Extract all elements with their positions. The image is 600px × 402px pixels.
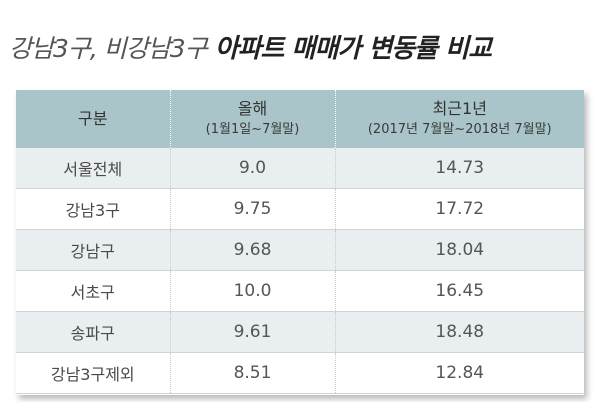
header-this-year-period: (1월1일~7월말) — [205, 122, 300, 137]
table-row: 서초구 10.0 16.45 — [16, 270, 584, 312]
row-recent-year-value: 18.04 — [335, 229, 584, 271]
row-label: 서울전체 — [16, 148, 171, 189]
table-row: 강남구 9.68 18.04 — [16, 229, 584, 271]
row-label: 강남구 — [16, 229, 171, 271]
header-category: 구분 — [16, 90, 171, 148]
row-recent-year-value: 14.73 — [335, 148, 584, 189]
page-title: 강남3구, 비강남3구 아파트 매매가 변동률 비교 — [9, 28, 492, 68]
header-recent-year-period: (2017년 7월말~2018년 7월말) — [367, 122, 552, 137]
row-this-year-value: 9.75 — [170, 188, 336, 230]
row-this-year-value: 10.0 — [170, 270, 336, 312]
header-recent-year-label: 최근1년 — [432, 99, 487, 118]
row-this-year-value: 9.0 — [170, 148, 336, 189]
table-header-row: 구분 올해 (1월1일~7월말) 최근1년 (2017년 7월말~2018년 7… — [16, 90, 584, 148]
table-row: 강남3구제외 8.51 12.84 — [16, 352, 584, 394]
row-recent-year-value: 18.48 — [335, 311, 584, 353]
table-row: 송파구 9.61 18.48 — [16, 311, 584, 353]
title-part-1: 강남3구, 비강남3구 — [9, 34, 208, 63]
row-recent-year-value: 16.45 — [335, 270, 584, 312]
table-row: 강남3구 9.75 17.72 — [16, 188, 584, 230]
row-label: 송파구 — [16, 311, 171, 353]
row-this-year-value: 9.61 — [170, 311, 336, 353]
row-recent-year-value: 17.72 — [335, 188, 584, 230]
comparison-table-container: 구분 올해 (1월1일~7월말) 최근1년 (2017년 7월말~2018년 7… — [16, 90, 584, 395]
row-label: 서초구 — [16, 270, 171, 312]
table-row: 서울전체 9.0 14.73 — [16, 148, 584, 189]
header-this-year: 올해 (1월1일~7월말) — [170, 90, 336, 148]
header-this-year-label: 올해 — [237, 99, 268, 118]
row-recent-year-value: 12.84 — [335, 352, 584, 394]
header-recent-year: 최근1년 (2017년 7월말~2018년 7월말) — [335, 90, 584, 148]
row-label: 강남3구제외 — [16, 352, 171, 394]
row-this-year-value: 8.51 — [170, 352, 336, 394]
comparison-table: 구분 올해 (1월1일~7월말) 최근1년 (2017년 7월말~2018년 7… — [16, 90, 584, 394]
header-category-label: 구분 — [78, 109, 108, 128]
row-label: 강남3구 — [16, 188, 171, 230]
title-part-2: 아파트 매매가 변동률 비교 — [214, 34, 492, 64]
row-this-year-value: 9.68 — [170, 229, 336, 271]
